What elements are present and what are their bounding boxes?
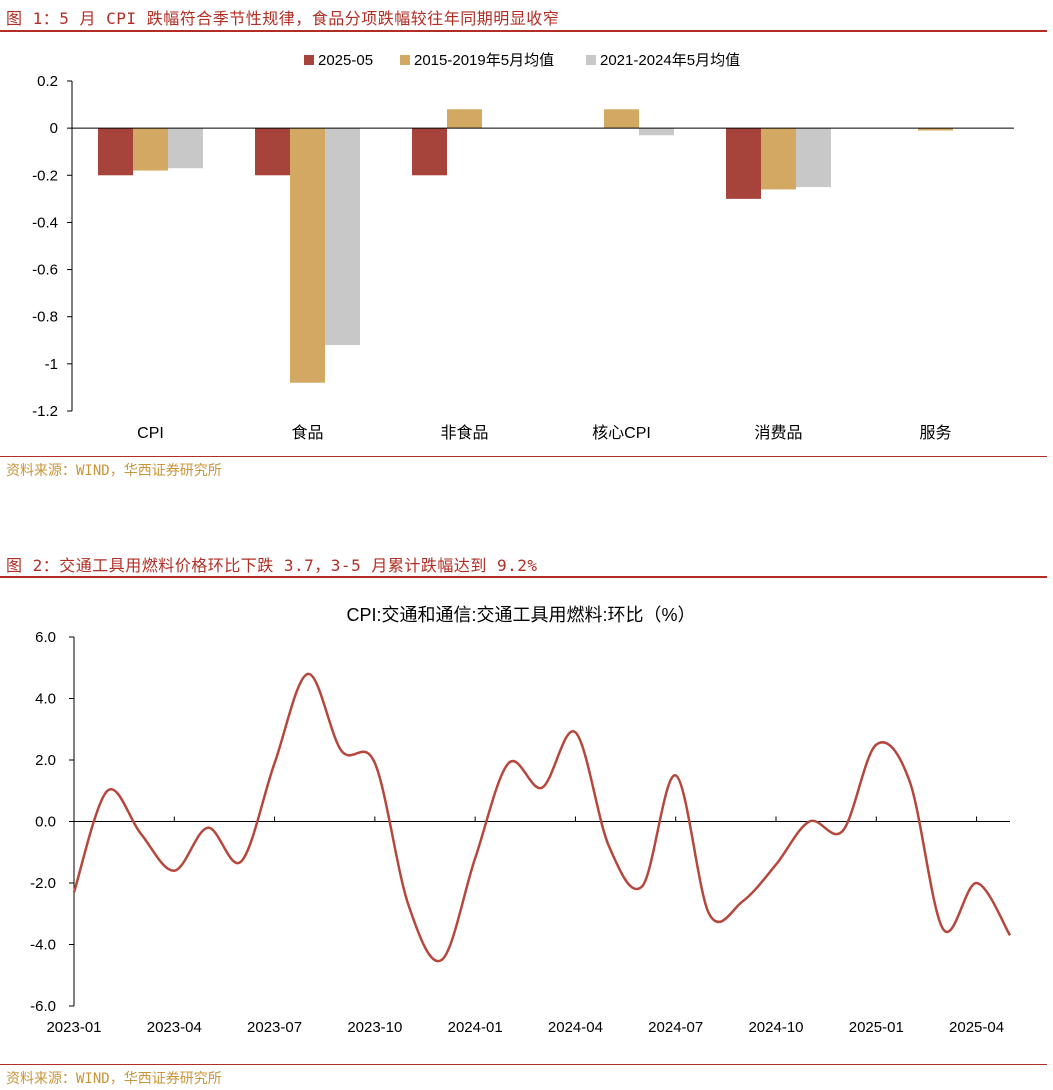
bar-2 [604,109,639,129]
y-tick-label: -0.4 [32,214,58,231]
bar-2 [918,128,953,131]
x-category-label: 消费品 [754,424,802,442]
legend-swatch-3 [586,55,596,65]
figure1-source: 资料来源：WIND，华西证券研究所 [6,463,222,479]
figure1-top-rule [0,30,1047,32]
y-tick-label: 2.0 [35,752,56,769]
bar-1 [255,128,290,176]
bar-1 [412,128,447,176]
bar-3 [796,128,831,188]
y-tick-label: 4.0 [35,691,56,708]
x-category-label: 食品 [291,424,323,442]
bar-1 [98,128,133,176]
y-tick-label: -2.0 [30,875,56,892]
x-category-label: CPI [137,425,164,442]
chart-title: CPI:交通和通信:交通工具用燃料:环比（%） [346,605,695,625]
x-category-label: 非食品 [440,424,488,442]
bar-3 [325,128,360,345]
figure2-top-rule [0,576,1047,578]
legend-label-1: 2025-05 [318,52,373,69]
x-tick-label: 2025-04 [949,1019,1004,1036]
bar-3 [168,128,203,169]
bar-2 [761,128,796,190]
legend-swatch-2 [400,55,410,65]
x-tick-label: 2023-01 [46,1019,101,1036]
y-tick-label: -0.6 [32,262,58,279]
figure2-source: 资料来源：WIND，华西证券研究所 [6,1071,222,1087]
x-tick-label: 2024-04 [548,1019,603,1036]
legend-label-2: 2015-2019年5月均值 [414,52,554,69]
figure1-bottom-rule [0,456,1047,457]
x-tick-label: 2024-01 [448,1019,503,1036]
y-tick-label: 6.0 [35,629,56,646]
bar-chart: 2025-05 2015-2019年5月均值 2021-2024年5月均值 0.2 0 -… [32,52,1014,442]
y-tick-label: -0.2 [32,167,58,184]
legend-label-3: 2021-2024年5月均值 [600,52,740,69]
y-tick-label: -6.0 [30,998,56,1015]
x-tick-label: 2024-07 [648,1019,703,1036]
bar-3 [639,128,674,136]
x-tick-label: 2025-01 [849,1019,904,1036]
y-tick-label: -1.2 [32,403,58,420]
x-tick-label: 2023-10 [347,1019,402,1036]
y-tick-label: -1 [45,356,58,373]
legend-swatch-1 [304,55,314,65]
y-tick-label: 0.0 [35,814,56,831]
series-line [72,672,1012,963]
bar-2 [290,128,325,383]
x-tick-label: 2024-10 [748,1019,803,1036]
figure2-caption: 图 2：交通工具用燃料价格环比下跌 3.7，3-5 月累计跌幅达到 9.2% [6,556,538,575]
figure1-caption: 图 1：5 月 CPI 跌幅符合季节性规律，食品分项跌幅较往年同期明显收窄 [6,9,560,28]
line-chart: CPI:交通和通信:交通工具用燃料:环比（%） 6.0 4.0 2.0 0.0 -2.0 -… [30,605,1012,1036]
bar-1 [726,128,761,199]
figure2-bottom-rule [0,1064,1047,1065]
y-tick-label: 0 [50,120,58,137]
x-category-label: 服务 [919,424,951,442]
y-tick-label: 0.2 [37,73,58,90]
y-tick-label: -0.8 [32,309,58,326]
y-tick-label: -4.0 [30,937,56,954]
x-tick-label: 2023-04 [147,1019,202,1036]
bar-2 [447,109,482,129]
x-tick-label: 2023-07 [247,1019,302,1036]
bar-2 [133,128,168,171]
x-category-label: 核心CPI [592,424,651,442]
